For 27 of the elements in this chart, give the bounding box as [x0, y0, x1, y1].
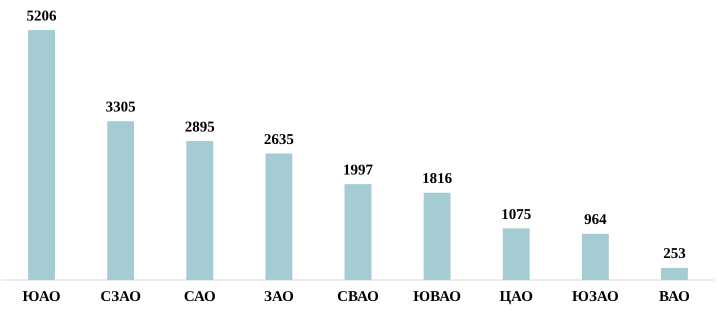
x-tick-label: ЮВАО [413, 288, 461, 305]
data-label: 3305 [106, 100, 136, 116]
data-label: 5206 [26, 8, 58, 24]
data-label: 1075 [501, 206, 532, 223]
x-tick-label: САО [184, 288, 216, 305]
x-tick-label: ЗАО [264, 288, 294, 305]
bar [502, 228, 530, 280]
bar [28, 30, 56, 280]
data-label: 2635 [264, 132, 294, 148]
data-label: 964 [584, 212, 608, 228]
data-label: 2895 [184, 119, 215, 136]
bar [265, 153, 292, 280]
x-tick-label: СВАО [337, 288, 379, 305]
x-tick-label: ЦАО [500, 288, 533, 305]
x-tick-label: СЗАО [100, 288, 141, 305]
x-tick-label: ЮЗАО [572, 288, 619, 305]
x-tick-label: ВАО [659, 288, 690, 305]
bar [186, 140, 214, 280]
x-tick-label: ЮАО [22, 288, 61, 305]
bar [582, 234, 609, 280]
data-label: 253 [663, 246, 686, 262]
bar [107, 121, 134, 280]
bar [424, 192, 451, 280]
data-label: 1997 [343, 162, 374, 178]
data-label: 1816 [422, 171, 453, 188]
bar [660, 268, 688, 280]
bar [344, 184, 372, 280]
